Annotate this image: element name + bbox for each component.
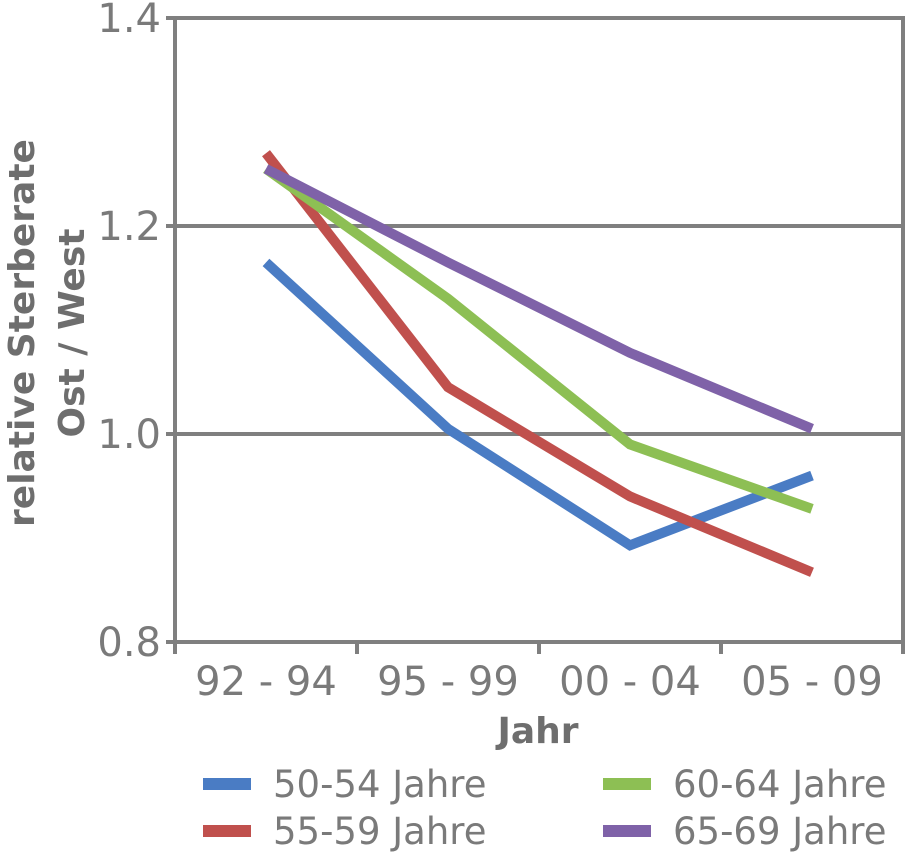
y-tick-label: 1.0: [97, 412, 161, 458]
y-tick-label: 1.4: [97, 0, 161, 42]
y-axis-label-line-1: relative Sterberate: [2, 139, 43, 527]
x-tick-label: 00 - 04: [559, 659, 701, 705]
y-tick-label: 0.8: [97, 620, 161, 666]
x-tick-labels: 92 - 94 95 - 99 00 - 04 05 - 09: [195, 659, 883, 705]
y-axis-label-line-2: Ost / West: [52, 229, 93, 438]
plot-frame: [173, 16, 905, 644]
legend-label: 60-64 Jahre: [673, 763, 886, 806]
series-lines: [262, 150, 814, 577]
x-tick-label: 92 - 94: [195, 659, 337, 705]
gridlines: [175, 224, 903, 436]
axis-ticks: [166, 16, 905, 654]
legend-label: 65-69 Jahre: [673, 810, 886, 853]
series-line-1: [262, 258, 814, 551]
series-line-2: [262, 150, 814, 577]
x-axis-label: Jahr: [494, 711, 578, 752]
series-line-4: [263, 164, 814, 434]
y-tick-label: 1.2: [97, 204, 161, 250]
legend-label: 50-54 Jahre: [273, 763, 486, 806]
x-tick-label: 95 - 99: [377, 659, 519, 705]
y-tick-labels: 0.8 1.0 1.2 1.4: [97, 0, 161, 666]
x-tick-label: 05 - 09: [741, 659, 883, 705]
series-line-3: [263, 164, 814, 514]
legend-label: 55-59 Jahre: [273, 810, 486, 853]
